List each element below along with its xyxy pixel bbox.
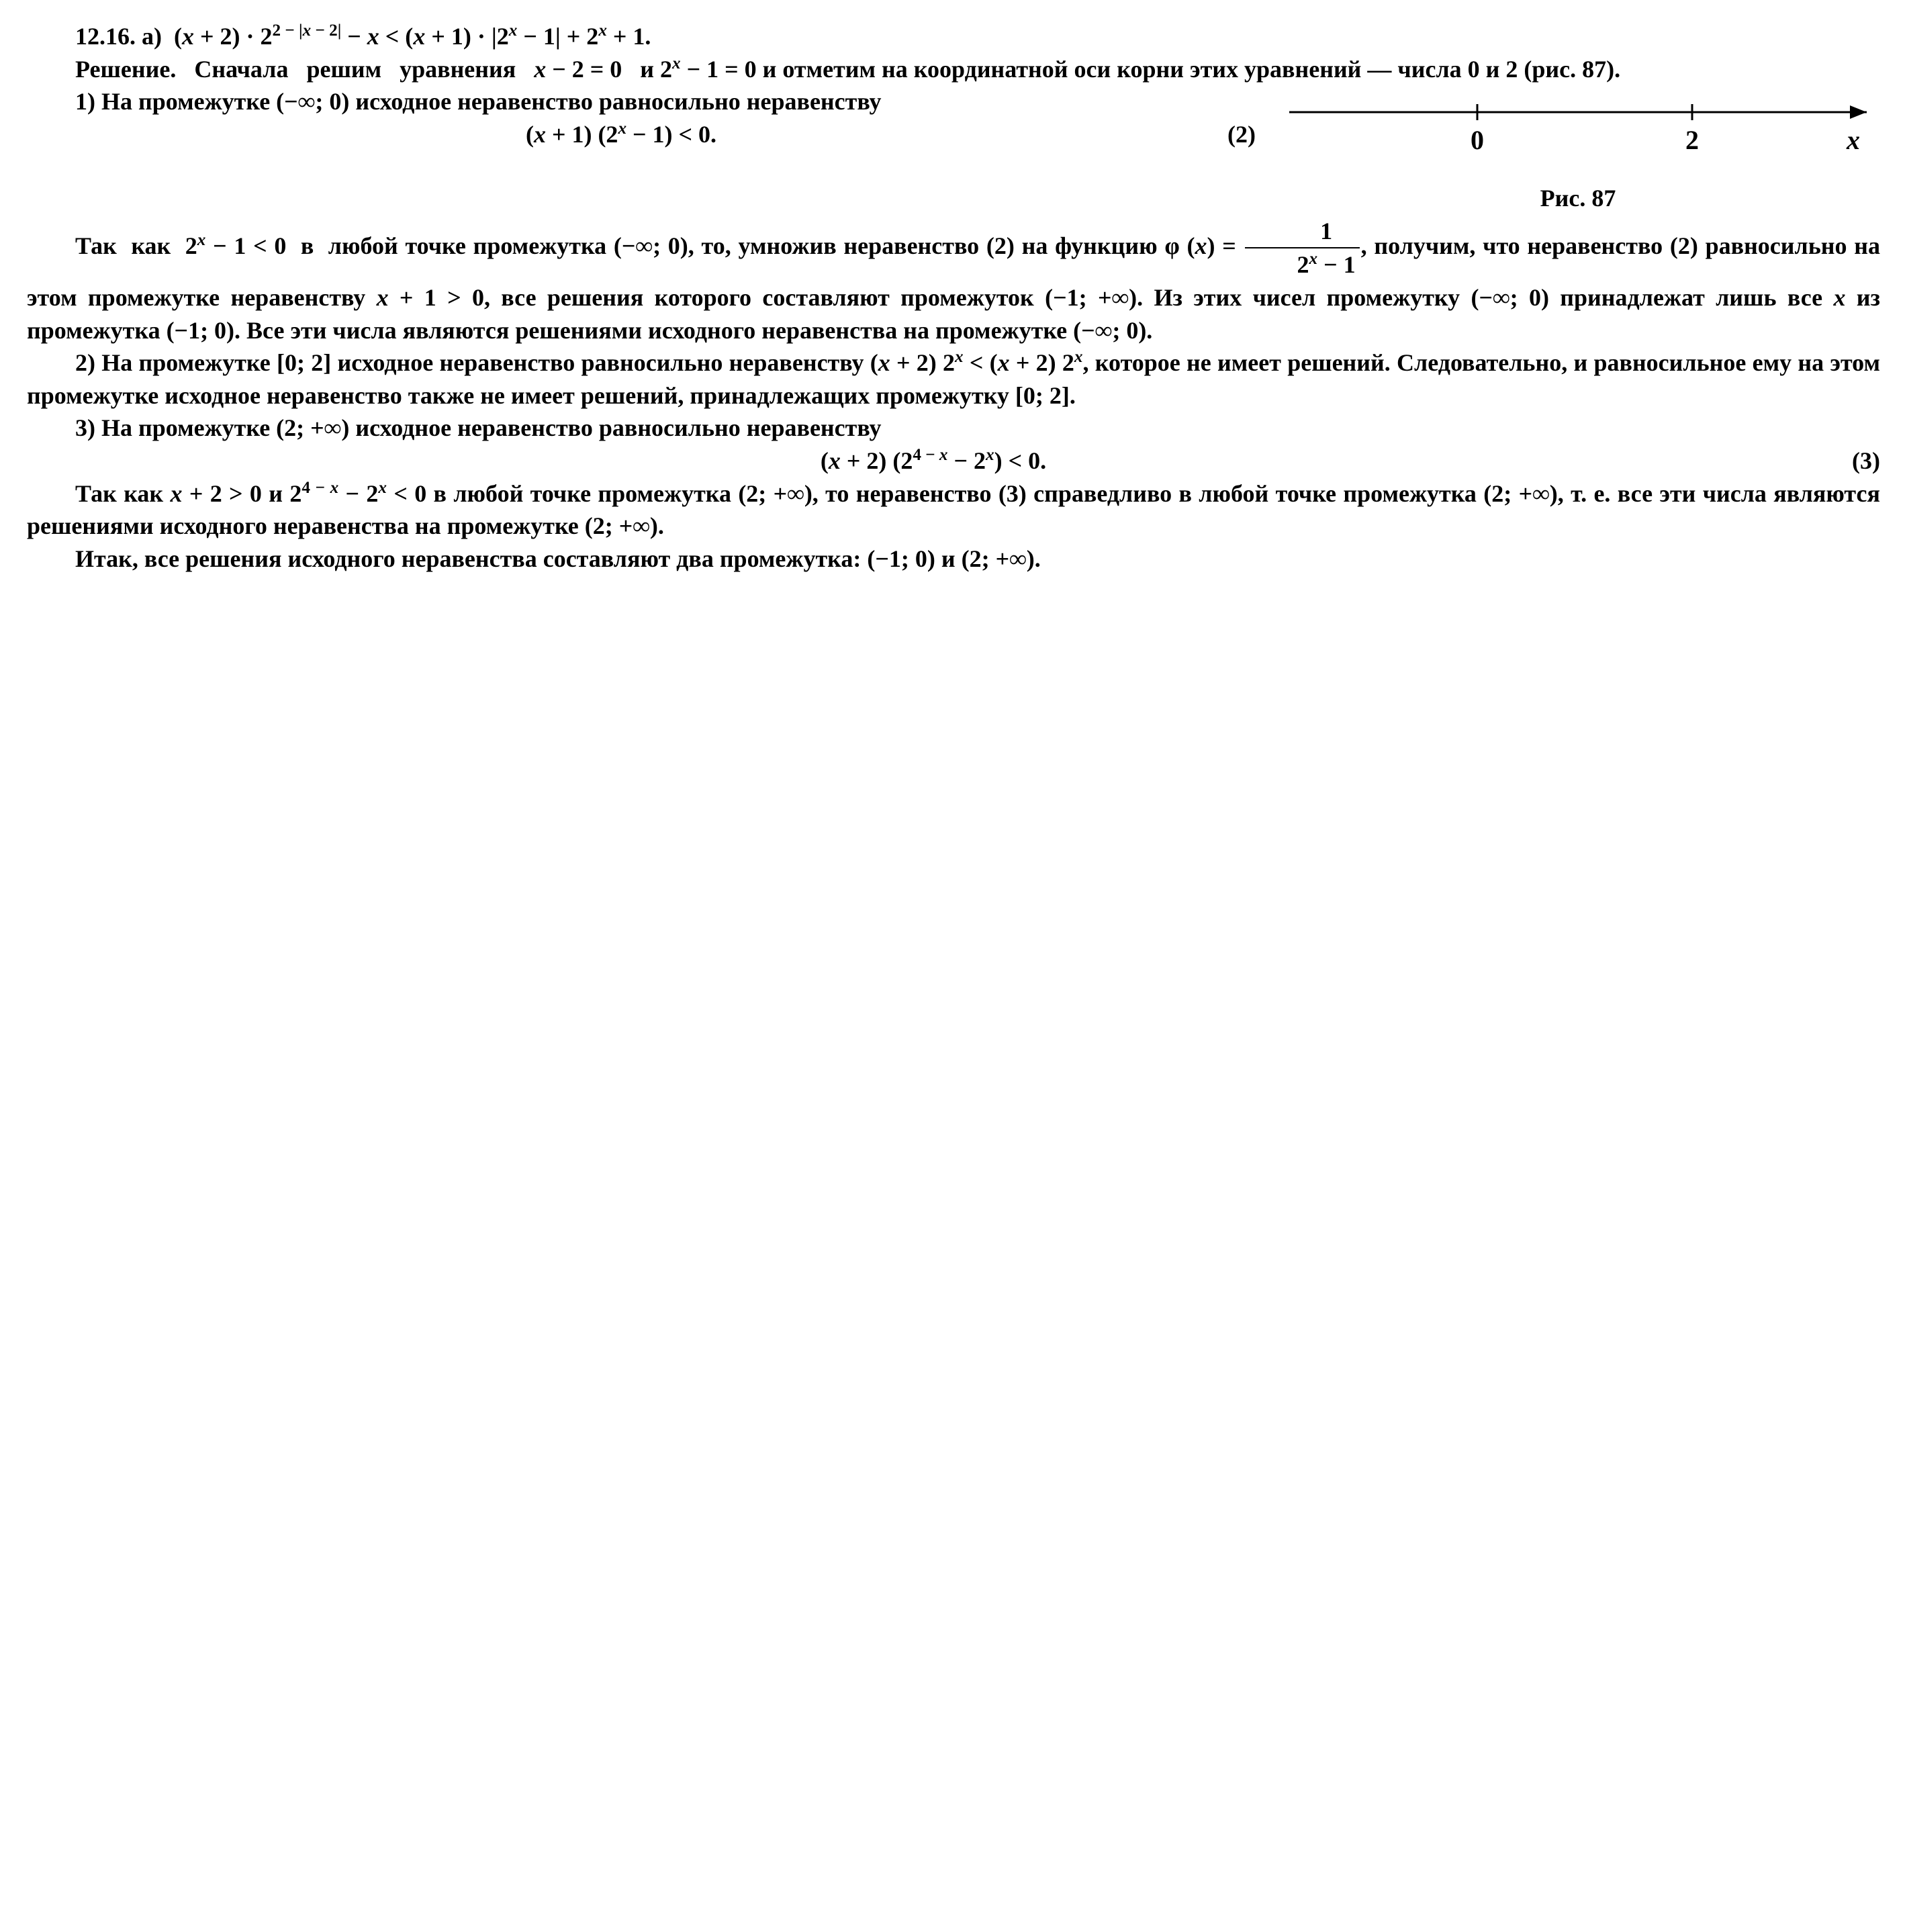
svg-text:2: 2 bbox=[1685, 125, 1699, 155]
equation-2-number: (2) bbox=[1215, 118, 1256, 151]
svg-text:x: x bbox=[1846, 125, 1860, 155]
equation-3-row: (x + 2) (24 − x − 2x) < 0. (3) bbox=[27, 445, 1880, 477]
final-para: Итак, все решения исходного неравенства … bbox=[27, 543, 1880, 576]
case1-para-a: 1) На промежутке (−∞; 0) исходное нераве… bbox=[27, 85, 1256, 118]
svg-text:0: 0 bbox=[1471, 125, 1484, 155]
phi-fraction: 1 2x − 1 bbox=[1245, 215, 1360, 281]
equation-3-number: (3) bbox=[1840, 445, 1880, 477]
equation-2: (x + 1) (2x − 1) < 0. bbox=[27, 118, 1215, 151]
frac-denominator: 2x − 1 bbox=[1245, 248, 1360, 281]
figure-caption: Рис. 87 bbox=[1276, 182, 1880, 215]
case3-para-a: 3) На промежутке (2; +∞) исходное нераве… bbox=[27, 412, 1880, 445]
case1-para-b: Так как 2x − 1 < 0 в любой точке промежу… bbox=[27, 215, 1880, 347]
frac-numerator: 1 bbox=[1245, 215, 1360, 249]
case2-para: 2) На промежутке [0; 2] исходное неравен… bbox=[27, 347, 1880, 412]
solution-label: Решение. bbox=[75, 56, 176, 83]
figure-87-axis: 0 2 x bbox=[1276, 85, 1880, 179]
problem-heading: 12.16. a) (x + 2) · 22 − |x − 2| − x < (… bbox=[27, 20, 1880, 53]
equation-2-row: (x + 1) (2x − 1) < 0. (2) bbox=[27, 118, 1256, 151]
case3-para-b: Так как x + 2 > 0 и 24 − x − 2x < 0 в лю… bbox=[27, 477, 1880, 543]
solution-intro: Решение. Сначала решим уравнения x − 2 =… bbox=[27, 53, 1880, 86]
equation-3: (x + 2) (24 − x − 2x) < 0. bbox=[27, 445, 1840, 477]
